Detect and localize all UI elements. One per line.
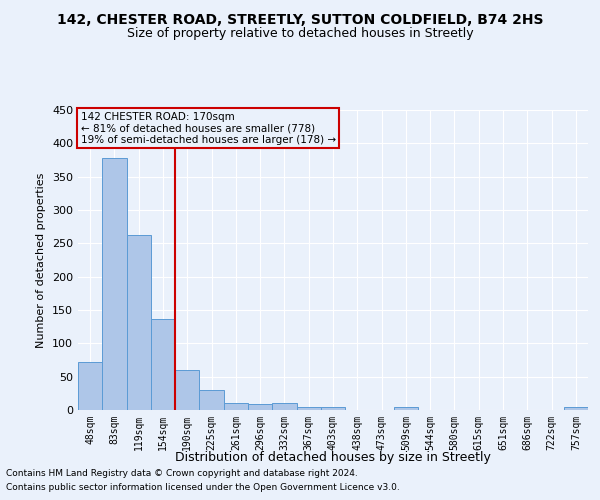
Bar — [224, 404, 248, 410]
Text: Distribution of detached houses by size in Streetly: Distribution of detached houses by size … — [175, 451, 491, 464]
Text: 142, CHESTER ROAD, STREETLY, SUTTON COLDFIELD, B74 2HS: 142, CHESTER ROAD, STREETLY, SUTTON COLD… — [57, 12, 543, 26]
Bar — [296, 406, 321, 410]
Bar — [78, 362, 102, 410]
Text: Size of property relative to detached houses in Streetly: Size of property relative to detached ho… — [127, 28, 473, 40]
Bar — [127, 236, 151, 410]
Bar — [272, 404, 296, 410]
Bar — [248, 404, 272, 410]
Bar — [175, 370, 199, 410]
Bar — [321, 406, 345, 410]
Y-axis label: Number of detached properties: Number of detached properties — [37, 172, 46, 348]
Text: Contains HM Land Registry data © Crown copyright and database right 2024.: Contains HM Land Registry data © Crown c… — [6, 468, 358, 477]
Text: 142 CHESTER ROAD: 170sqm
← 81% of detached houses are smaller (778)
19% of semi-: 142 CHESTER ROAD: 170sqm ← 81% of detach… — [80, 112, 335, 144]
Bar — [102, 158, 127, 410]
Bar — [151, 320, 175, 410]
Bar — [394, 408, 418, 410]
Bar — [564, 408, 588, 410]
Bar — [199, 390, 224, 410]
Text: Contains public sector information licensed under the Open Government Licence v3: Contains public sector information licen… — [6, 484, 400, 492]
